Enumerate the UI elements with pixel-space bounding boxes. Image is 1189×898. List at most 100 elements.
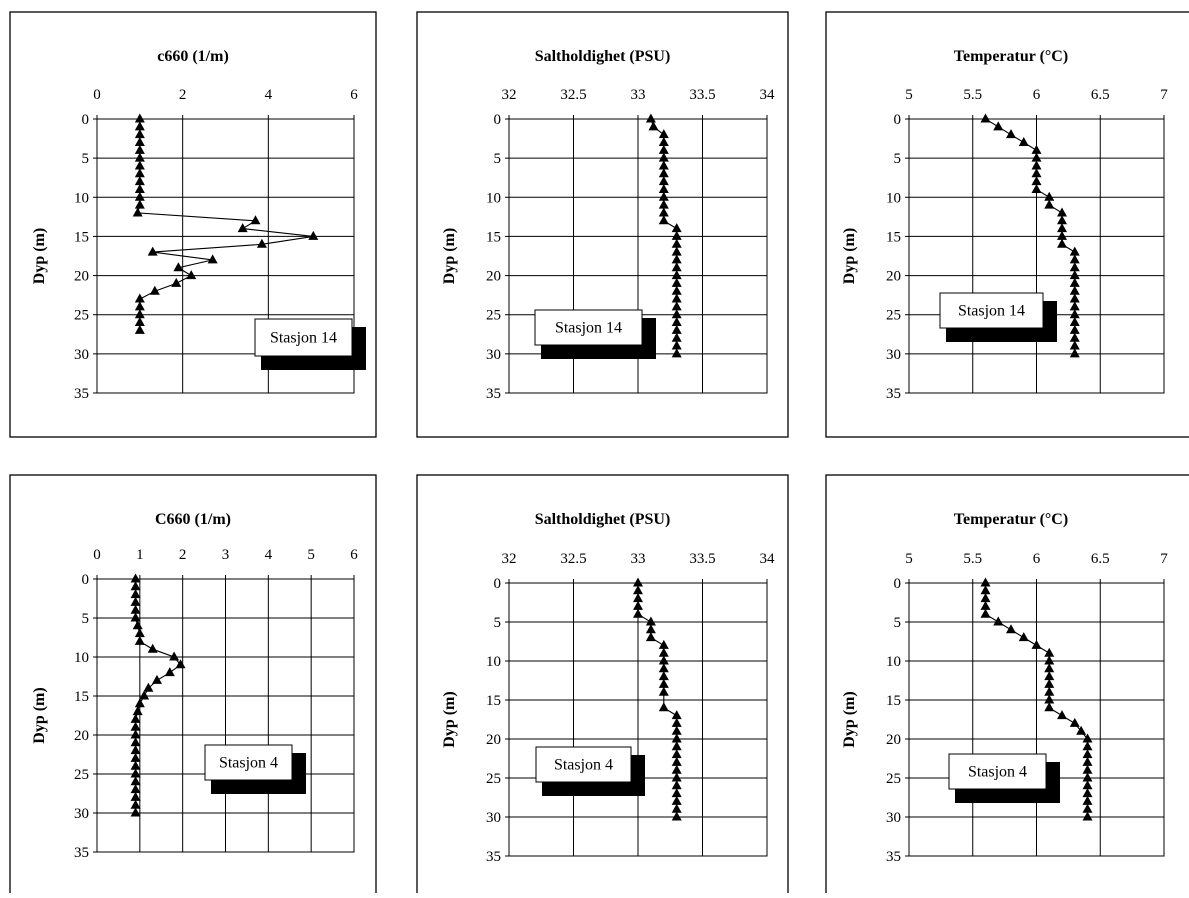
x-tick-label: 6 — [350, 87, 358, 103]
data-point-marker — [658, 686, 669, 696]
y-tick-label: 5 — [494, 151, 502, 167]
data-point-marker — [130, 589, 141, 599]
x-tick-label: 2 — [179, 87, 187, 103]
data-point-marker — [633, 608, 643, 618]
data-point-marker — [671, 772, 682, 782]
data-point-marker — [134, 160, 145, 170]
x-tick-label: 32.5 — [560, 87, 586, 103]
data-point-marker — [1031, 639, 1042, 649]
data-point-marker — [134, 301, 145, 311]
y-tick-label: 35 — [886, 849, 901, 865]
data-point-marker — [1044, 702, 1055, 712]
data-point-marker — [671, 741, 682, 751]
data-point-marker — [671, 764, 682, 774]
data-point-marker — [130, 737, 141, 747]
data-point-marker — [1044, 191, 1055, 201]
data-point-marker — [980, 600, 991, 610]
data-point-marker — [1069, 270, 1080, 280]
x-tick-label: 33 — [631, 87, 646, 103]
x-tick-label: 33 — [631, 551, 646, 567]
data-point-marker — [658, 663, 669, 673]
data-point-marker — [645, 616, 656, 626]
y-tick-label: 5 — [82, 151, 90, 167]
data-point-marker — [1082, 795, 1093, 805]
y-tick-label: 20 — [886, 269, 901, 285]
data-point-marker — [658, 678, 669, 688]
x-tick-label: 6 — [350, 547, 358, 563]
y-tick-label: 20 — [486, 732, 501, 748]
data-point-marker — [645, 113, 656, 123]
data-point-marker — [980, 113, 991, 123]
data-point-marker — [130, 729, 141, 739]
data-point-marker — [980, 577, 991, 587]
legend-box — [204, 744, 293, 781]
data-point-marker — [671, 230, 682, 240]
chart-panel-1: c660 (1/m) 0 2 4 6 0 5 10 15 20 25 30 35 Dyp (m) Stasj… — [9, 11, 377, 438]
data-point-marker — [658, 168, 669, 178]
data-point-marker — [1069, 332, 1080, 342]
data-point-marker — [1031, 144, 1042, 154]
y-tick-label: 35 — [74, 386, 89, 402]
y-tick-label: 20 — [74, 269, 89, 285]
data-point-marker — [134, 129, 145, 139]
data-point-marker — [1044, 663, 1055, 673]
data-point-marker — [1031, 183, 1042, 193]
data-point-marker — [134, 309, 145, 319]
x-tick-label: 5 — [905, 551, 913, 567]
legend-label: Stasjon 14 — [958, 303, 1025, 320]
data-point-marker — [993, 616, 1004, 626]
data-point-marker — [671, 246, 682, 256]
data-point-marker — [1031, 160, 1042, 170]
y-tick-label: 15 — [74, 689, 89, 705]
data-point-marker — [169, 651, 180, 661]
data-point-marker — [130, 604, 141, 614]
chart-frame — [825, 11, 1189, 438]
plot-area — [96, 118, 355, 394]
data-point-marker — [1057, 230, 1067, 240]
chart-frame — [825, 474, 1189, 898]
y-tick-label: 0 — [894, 112, 902, 128]
data-point-marker — [671, 317, 682, 327]
data-point-marker — [134, 698, 145, 708]
data-point-marker — [134, 121, 145, 131]
data-point-marker — [671, 811, 682, 821]
data-point-marker — [658, 136, 669, 146]
y-tick-label: 10 — [486, 654, 501, 670]
x-tick-label: 32.5 — [560, 551, 586, 567]
data-point-marker — [633, 600, 643, 610]
data-point-marker — [658, 207, 669, 217]
data-point-marker — [658, 647, 669, 657]
data-point-marker — [658, 176, 669, 186]
x-tick-label: 0 — [93, 87, 101, 103]
data-point-marker — [173, 262, 184, 272]
y-tick-label: 25 — [886, 771, 901, 787]
data-point-marker — [186, 270, 197, 280]
y-tick-label: 25 — [486, 308, 501, 324]
data-point-marker — [134, 317, 145, 327]
data-point-marker — [134, 168, 145, 178]
legend-box — [948, 753, 1047, 790]
data-point-marker — [633, 585, 643, 595]
data-point-marker — [1069, 262, 1080, 272]
data-point-marker — [250, 215, 261, 225]
data-point-marker — [993, 121, 1004, 131]
x-tick-label: 6 — [1033, 551, 1041, 567]
data-point-marker — [658, 199, 669, 209]
data-point-marker — [1069, 317, 1080, 327]
x-tick-label: 5.5 — [963, 87, 982, 103]
data-point-marker — [143, 682, 154, 692]
data-point-marker — [658, 160, 669, 170]
data-point-marker — [645, 632, 656, 642]
data-point-marker — [134, 293, 145, 303]
legend-box — [939, 292, 1044, 329]
chart-title: Saltholdighet (PSU) — [535, 48, 671, 65]
data-point-marker — [1044, 199, 1055, 209]
data-point-marker — [1057, 215, 1067, 225]
data-point-marker — [132, 620, 143, 630]
data-point-marker — [1082, 772, 1093, 782]
data-point-marker — [130, 581, 141, 591]
x-tick-label: 5 — [905, 87, 913, 103]
x-tick-label: 3 — [222, 547, 230, 563]
x-tick-label: 4 — [265, 87, 273, 103]
x-tick-label: 6.5 — [1091, 551, 1110, 567]
